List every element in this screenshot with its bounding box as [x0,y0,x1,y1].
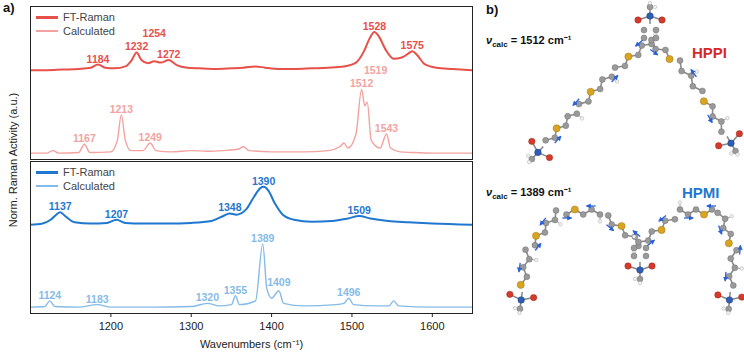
svg-text:1575: 1575 [401,39,425,51]
svg-text:1355: 1355 [224,284,248,296]
svg-text:1249: 1249 [139,131,163,143]
svg-text:1184: 1184 [87,53,110,65]
html-text:Norm. Raman Activity (a.u.): Norm. Raman Activity (a.u.) [7,92,19,227]
svg-text:1167: 1167 [73,132,96,144]
svg-text:1183: 1183 [86,293,109,305]
svg-text:1213: 1213 [110,103,134,115]
html-text:FT-Raman: FT-Raman [63,166,115,178]
svg-text:1300: 1300 [179,320,203,332]
svg-text:1519: 1519 [364,64,388,76]
svg-text:1528: 1528 [363,20,387,32]
svg-text:b): b) [486,2,498,17]
svg-text:1409: 1409 [267,276,291,288]
svg-text:1200: 1200 [99,320,123,332]
svg-text:1232: 1232 [125,40,149,52]
svg-text:1389: 1389 [251,232,275,244]
svg-text:Wavenumbers (cm⁻¹): Wavenumbers (cm⁻¹) [200,338,303,350]
svg-text:νcalc = 1512 cm⁻¹: νcalc = 1512 cm⁻¹ [486,34,572,49]
svg-text:1272: 1272 [157,48,181,60]
svg-text:1254: 1254 [143,27,167,39]
svg-text:1496: 1496 [337,286,361,298]
svg-text:1390: 1390 [252,175,276,187]
html-text:Calculated: Calculated [63,180,115,192]
svg-text:1207: 1207 [105,208,129,220]
html-text:FT-Raman: FT-Raman [63,11,115,23]
html-text:Calculated: Calculated [63,25,115,37]
svg-text:1137: 1137 [49,200,72,212]
svg-text:1600: 1600 [420,320,444,332]
svg-text:1543: 1543 [375,122,399,134]
svg-text:1400: 1400 [259,320,283,332]
svg-text:1512: 1512 [350,77,374,89]
svg-text:HPPI: HPPI [692,44,727,61]
html-text:a): a) [3,0,15,15]
svg-text:1348: 1348 [218,201,242,213]
svg-text:HPMI: HPMI [682,184,720,201]
svg-text:1320: 1320 [196,291,220,303]
svg-text:1124: 1124 [38,289,61,301]
svg-text:1500: 1500 [340,320,364,332]
svg-text:1509: 1509 [348,204,372,216]
svg-text:νcalc = 1389 cm⁻¹: νcalc = 1389 cm⁻¹ [486,186,572,201]
